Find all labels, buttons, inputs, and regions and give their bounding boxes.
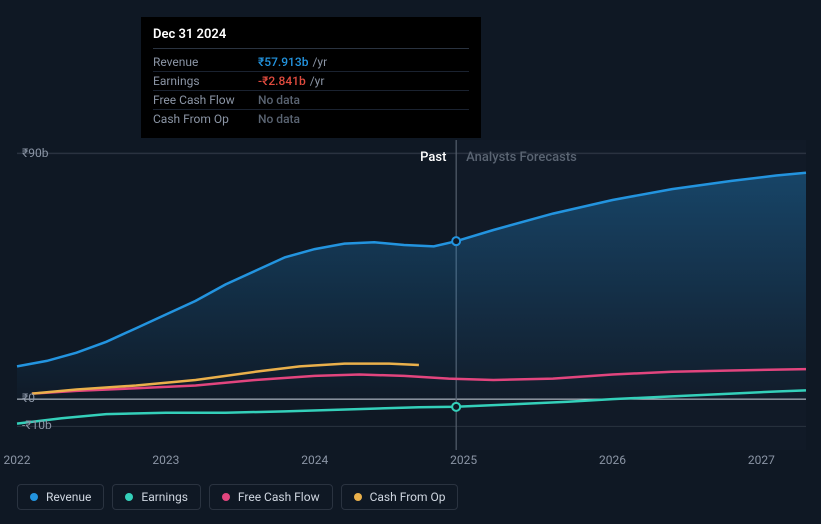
- y-axis-label: -₹10b: [22, 418, 52, 432]
- tooltip-row-label: Cash From Op: [153, 112, 258, 126]
- tooltip-row: Free Cash FlowNo data: [153, 91, 469, 110]
- legend-item[interactable]: Revenue: [17, 484, 104, 510]
- legend-label: Free Cash Flow: [238, 490, 320, 504]
- tooltip-row: Revenue₹57.913b/yr: [153, 53, 469, 72]
- legend-item[interactable]: Free Cash Flow: [209, 484, 333, 510]
- legend-label: Earnings: [141, 490, 188, 504]
- tooltip-row-value: -₹2.841b: [258, 74, 306, 88]
- tooltip-row-unit: /yr: [312, 55, 327, 69]
- x-axis-label: 2025: [450, 453, 477, 467]
- tooltip-row-value: ₹57.913b: [258, 55, 308, 69]
- tooltip-row-label: Revenue: [153, 55, 258, 69]
- x-axis-label: 2024: [301, 453, 328, 467]
- legend-dot-icon: [354, 493, 362, 501]
- tooltip-row-value: No data: [258, 93, 300, 107]
- x-axis-label: 2026: [599, 453, 626, 467]
- region-label-past: Past: [420, 150, 446, 165]
- tooltip-row-label: Free Cash Flow: [153, 93, 258, 107]
- legend-label: Cash From Op: [370, 490, 446, 504]
- legend-item[interactable]: Earnings: [112, 484, 201, 510]
- x-axis-label: 2027: [748, 453, 775, 467]
- chart-tooltip: Dec 31 2024 Revenue₹57.913b/yrEarnings-₹…: [141, 17, 481, 138]
- legend-label: Revenue: [46, 490, 91, 504]
- tooltip-row-value: No data: [258, 112, 300, 126]
- legend-dot-icon: [125, 493, 133, 501]
- y-axis-label: ₹0: [22, 391, 35, 405]
- tooltip-row: Cash From OpNo data: [153, 110, 469, 128]
- tooltip-row: Earnings-₹2.841b/yr: [153, 72, 469, 91]
- tooltip-row-unit: /yr: [310, 74, 325, 88]
- y-axis-label: ₹90b: [22, 146, 48, 160]
- tooltip-row-label: Earnings: [153, 74, 258, 88]
- legend-dot-icon: [222, 493, 230, 501]
- legend-item[interactable]: Cash From Op: [341, 484, 459, 510]
- region-label-forecast: Analysts Forecasts: [466, 150, 577, 165]
- tooltip-date: Dec 31 2024: [153, 27, 469, 49]
- legend-dot-icon: [30, 493, 38, 501]
- x-axis-label: 2022: [4, 453, 31, 467]
- chart-legend: Revenue Earnings Free Cash Flow Cash From O…: [17, 484, 458, 510]
- chart-plot: [17, 140, 806, 450]
- x-axis-label: 2023: [152, 453, 179, 467]
